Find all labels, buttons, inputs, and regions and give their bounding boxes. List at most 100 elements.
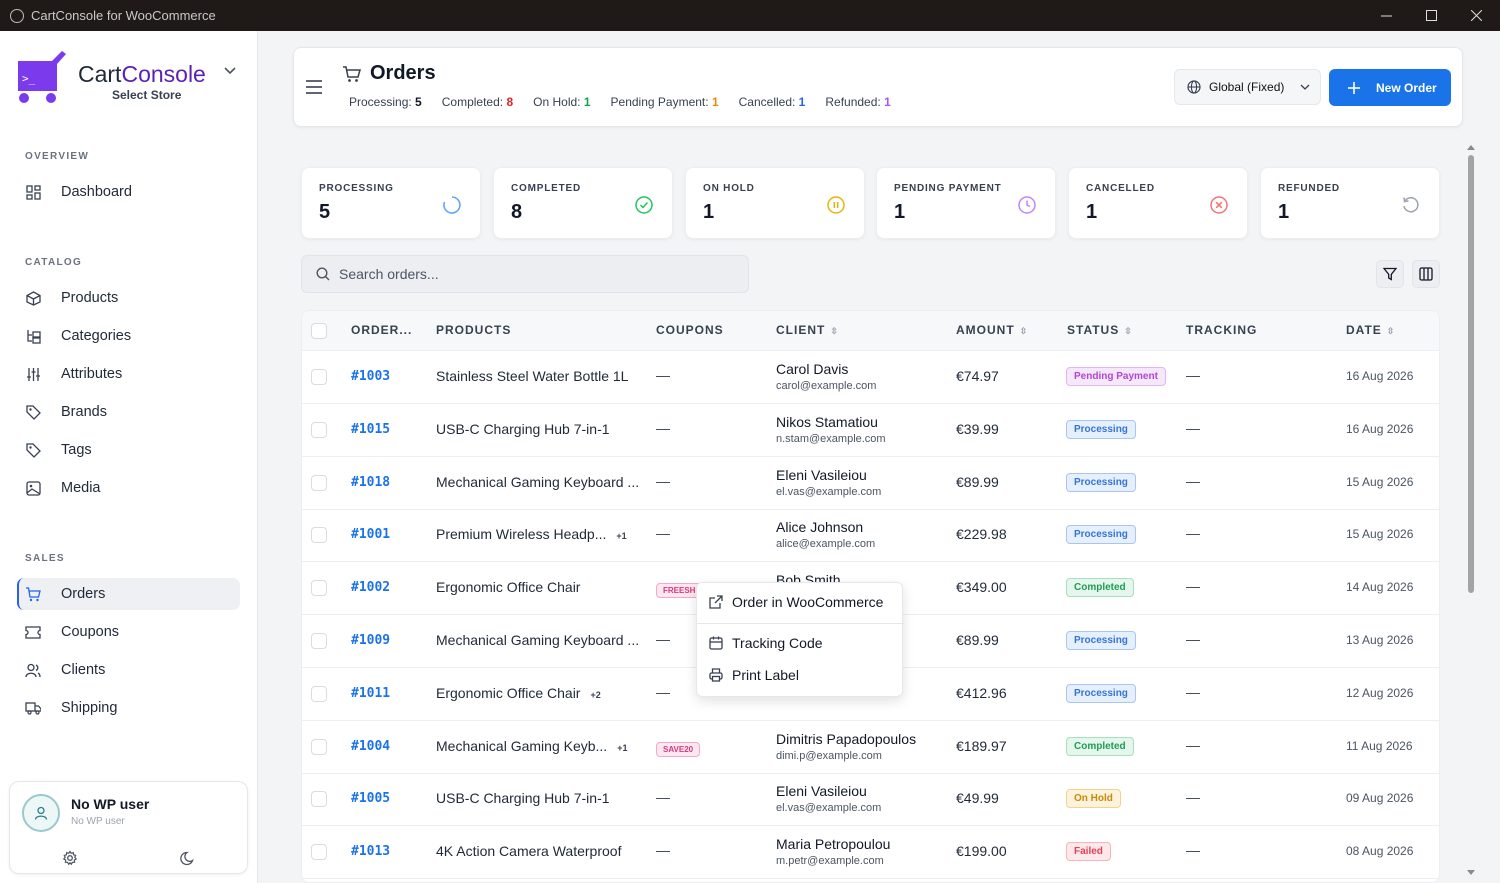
scroll-down-arrow-icon[interactable]: [1466, 869, 1476, 877]
sidebar-item-label: Coupons: [61, 624, 120, 640]
scroll-up-arrow-icon[interactable]: [1466, 143, 1476, 151]
sidebar-item-dashboard[interactable]: Dashboard: [17, 176, 240, 208]
table-header: ORDER... PRODUCTS COUPONS CLIENT ⇳ AMOUNT…: [302, 311, 1439, 351]
row-checkbox[interactable]: [311, 738, 327, 755]
row-checkbox[interactable]: [311, 633, 327, 649]
order-id-link[interactable]: #1009: [351, 633, 391, 648]
page-scrollbar[interactable]: [1466, 143, 1476, 883]
status-badge: Processing: [1066, 631, 1136, 650]
status-card-processing[interactable]: PROCESSING 5: [301, 167, 481, 239]
row-checkbox[interactable]: [311, 474, 327, 491]
status-cell: Completed: [1066, 577, 1134, 598]
products-cell: Ergonomic Office Chair +2: [436, 685, 601, 701]
order-id-link[interactable]: #1005: [351, 791, 391, 807]
sidebar-item-label: Tags: [61, 442, 92, 458]
order-id-link[interactable]: #1013: [351, 844, 391, 860]
table-row[interactable]: #1004 Mechanical Gaming Keyb... +1 SAVE20 Di…: [302, 721, 1439, 774]
card-value: 1: [1278, 201, 1290, 223]
sidebar-item-shipping[interactable]: Shipping: [17, 692, 240, 724]
table-row[interactable]: #1002 Ergonomic Office Chair FREESH Bob Smi…: [302, 562, 1439, 616]
row-checkbox[interactable]: [311, 421, 327, 438]
select-all-checkbox[interactable]: [311, 323, 327, 339]
amount-cell: €49.99: [956, 790, 999, 807]
filter-button[interactable]: [1376, 260, 1404, 288]
sidebar: >_ CartConsole Select Store OVERVIEW Das…: [0, 31, 258, 883]
row-checkbox[interactable]: [311, 685, 327, 702]
cart-icon: [25, 586, 41, 602]
products-cell: Mechanical Gaming Keyboard ...: [436, 632, 639, 648]
minimize-button[interactable]: [1363, 0, 1409, 31]
sidebar-item-products[interactable]: Products: [17, 282, 240, 314]
sidebar-item-attributes[interactable]: Attributes: [17, 358, 240, 390]
sidebar-item-coupons[interactable]: Coupons: [17, 616, 240, 648]
table-row[interactable]: #1018 Mechanical Gaming Keyboard ... — Elen…: [302, 457, 1439, 510]
status-card-on-hold[interactable]: ON HOLD 1: [685, 167, 865, 239]
order-id-link[interactable]: #1015: [351, 421, 391, 437]
row-checkbox[interactable]: [311, 369, 327, 385]
search-input[interactable]: Search orders...: [301, 255, 749, 293]
hamburger-menu-icon[interactable]: [306, 80, 322, 94]
check-circle-icon: [635, 196, 653, 214]
coupon-empty: —: [656, 367, 670, 383]
menu-item-tracking-code[interactable]: Tracking Code: [709, 635, 823, 651]
store-selector[interactable]: >_ CartConsole Select Store: [16, 51, 246, 111]
order-id-link[interactable]: #1004: [351, 738, 391, 754]
sidebar-item-tags[interactable]: Tags: [17, 434, 240, 466]
row-checkbox[interactable]: [311, 527, 327, 544]
table-row[interactable]: #1013 4K Action Camera Waterproof — Maria P…: [302, 826, 1439, 880]
col-amount[interactable]: AMOUNT ⇳: [956, 323, 1027, 337]
order-id-link[interactable]: #1001: [351, 527, 391, 543]
settings-gear-icon[interactable]: [62, 850, 78, 866]
stat-processing: Processing: 5: [349, 95, 422, 109]
status-card-completed[interactable]: COMPLETED 8: [493, 167, 673, 239]
sidebar-item-orders[interactable]: Orders: [17, 578, 240, 610]
col-client[interactable]: CLIENT ⇳: [776, 323, 838, 337]
status-card-cancelled[interactable]: CANCELLED 1: [1068, 167, 1248, 239]
table-row[interactable]: #1015 USB-C Charging Hub 7-in-1 — Nikos Sta…: [302, 404, 1439, 457]
new-order-button[interactable]: New Order: [1329, 69, 1451, 106]
order-id-link[interactable]: #1003: [351, 369, 391, 384]
coupon-empty: —: [656, 842, 670, 859]
col-status[interactable]: STATUS ⇳: [1067, 323, 1132, 337]
store-scope-select[interactable]: Global (Fixed): [1174, 69, 1321, 105]
sidebar-item-clients[interactable]: Clients: [17, 654, 240, 686]
order-id-link[interactable]: #1011: [351, 685, 391, 701]
status-cell: Pending Payment: [1066, 366, 1166, 386]
stat-label: Refunded:: [825, 95, 881, 109]
dark-mode-moon-icon[interactable]: [180, 850, 196, 866]
columns-button[interactable]: [1412, 260, 1440, 288]
row-checkbox[interactable]: [311, 791, 327, 808]
maximize-button[interactable]: [1408, 0, 1454, 31]
date-cell: 09 Aug 2026: [1346, 791, 1414, 806]
status-card-refunded[interactable]: REFUNDED 1: [1260, 167, 1440, 239]
image-icon: [25, 480, 41, 496]
brand-name-part1: Cart: [78, 61, 122, 87]
product-name: USB-C Charging Hub 7-in-1: [436, 790, 610, 807]
status-card-pending-payment[interactable]: PENDING PAYMENT 1: [876, 167, 1056, 239]
coupon-code: SAVE20: [656, 741, 701, 757]
order-status-summary: Processing: 5 Completed: 8 On Hold: 1 Pe…: [349, 95, 911, 109]
amount-cell: €39.99: [956, 420, 999, 437]
table-row[interactable]: #1001 Premium Wireless Headp... +1 — Alice J…: [302, 509, 1439, 563]
close-window-button[interactable]: [1453, 0, 1499, 31]
spinner-icon: [443, 196, 461, 214]
table-row[interactable]: #1003 Stainless Steel Water Bottle 1L — Car…: [302, 351, 1439, 404]
menu-item-print-label[interactable]: Print Label: [709, 667, 799, 683]
sidebar-item-brands[interactable]: Brands: [17, 396, 240, 428]
maximize-icon: [1425, 10, 1437, 21]
col-date[interactable]: DATE ⇳: [1346, 323, 1394, 337]
product-name: USB-C Charging Hub 7-in-1: [436, 420, 610, 437]
order-id-link[interactable]: #1002: [351, 580, 391, 596]
row-checkbox[interactable]: [311, 844, 327, 861]
menu-item-order-in-woocommerce[interactable]: Order in WooCommerce: [709, 594, 883, 610]
table-row[interactable]: #1005 USB-C Charging Hub 7-in-1 — Eleni Vas…: [302, 773, 1439, 827]
sidebar-item-categories[interactable]: Categories: [17, 320, 240, 352]
scrollbar-thumb[interactable]: [1468, 155, 1474, 593]
row-checkbox[interactable]: [311, 580, 327, 597]
order-id-link[interactable]: #1018: [351, 474, 391, 490]
sidebar-item-media[interactable]: Media: [17, 472, 240, 504]
box-icon: [25, 290, 41, 306]
stat-value: 5: [415, 95, 422, 109]
col-order[interactable]: ORDER...: [351, 323, 413, 337]
avatar[interactable]: [22, 794, 60, 832]
